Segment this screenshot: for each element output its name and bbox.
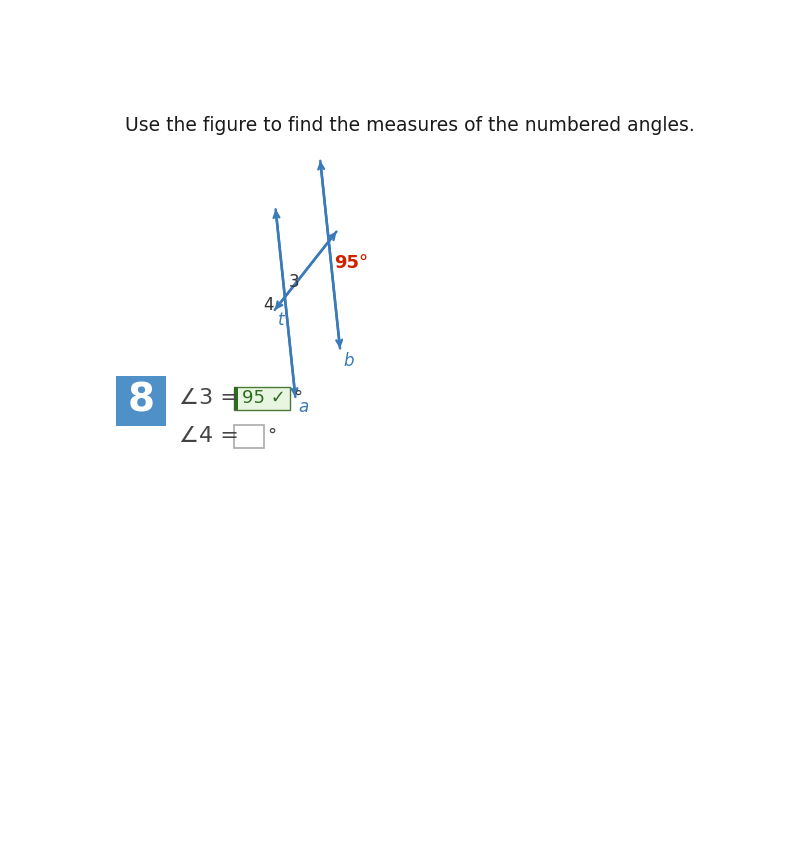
Text: 95 ✓: 95 ✓ [242,388,286,406]
Bar [234,425,264,448]
Text: Use the figure to find the measures of the numbered angles.: Use the figure to find the measures of t… [125,115,695,135]
Text: 8: 8 [127,382,154,420]
Text: b: b [344,351,354,369]
Bar [234,386,290,410]
Text: t: t [278,311,284,329]
Text: a: a [298,398,309,416]
Text: °: ° [266,427,276,445]
Bar [234,386,238,410]
Text: ∠4 =: ∠4 = [179,426,246,446]
Text: ∠3 =: ∠3 = [179,387,246,408]
Text: 4: 4 [263,296,274,314]
Text: 3: 3 [289,274,300,292]
Text: °: ° [293,388,302,406]
Bar [116,376,166,426]
Text: 95°: 95° [334,254,368,272]
